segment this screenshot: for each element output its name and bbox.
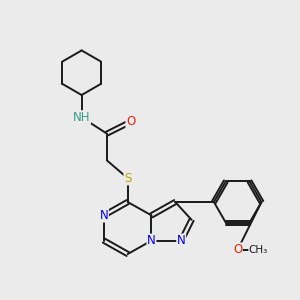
Text: S: S (124, 172, 131, 185)
Text: N: N (177, 234, 186, 247)
Text: N: N (100, 209, 108, 222)
Text: O: O (126, 115, 135, 128)
Text: NH: NH (73, 111, 90, 124)
Text: O: O (233, 243, 242, 256)
Text: N: N (147, 234, 156, 247)
Text: CH₃: CH₃ (249, 244, 268, 255)
